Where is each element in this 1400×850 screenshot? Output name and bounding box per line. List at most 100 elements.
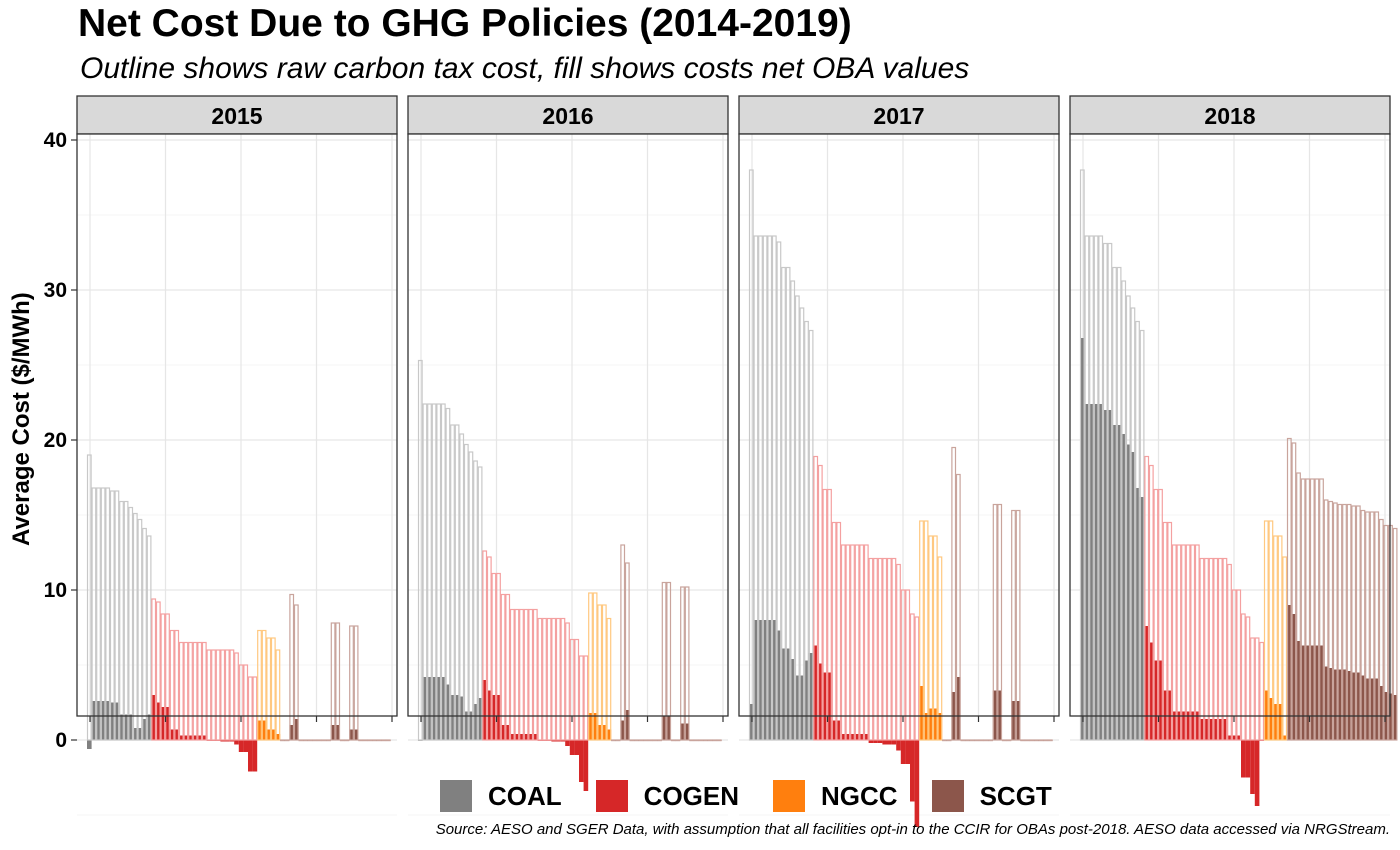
bar-outline-cogen xyxy=(243,664,249,741)
bar-net-cogen xyxy=(864,734,869,740)
bar-net-cogen xyxy=(1245,740,1251,778)
bar-outline-scgt xyxy=(703,739,708,742)
bar-net-scgt xyxy=(1365,678,1370,740)
bar-outline-scgt xyxy=(955,473,961,741)
bar-outline-cogen xyxy=(1222,557,1228,741)
bar-outline-scgt xyxy=(362,739,368,742)
bar-outline-coal xyxy=(109,490,115,741)
bar-net-scgt xyxy=(1328,668,1333,740)
bar-outline-cogen xyxy=(496,572,501,741)
bar-outline-ngcc xyxy=(1277,535,1283,741)
bar-outline-cogen xyxy=(519,608,524,741)
bar-outline-cogen xyxy=(891,557,897,741)
bar-net-cogen xyxy=(1195,711,1200,740)
bar-net-cogen xyxy=(174,729,179,740)
bar-outline-cogen xyxy=(192,641,198,741)
bar-outline-scgt xyxy=(1291,442,1297,741)
bar-outline-coal xyxy=(468,451,474,741)
bar-outline-coal xyxy=(146,535,152,741)
bar-outline-scgt xyxy=(298,739,304,742)
bar-outline-cogen xyxy=(500,593,506,741)
bar-net-scgt xyxy=(1360,675,1366,740)
bar-outline-cogen xyxy=(1259,641,1265,741)
bar-outline-ngcc xyxy=(937,556,943,741)
bar-net-cogen xyxy=(887,740,892,745)
bar-net-cogen xyxy=(1199,719,1205,740)
bar-net-coal xyxy=(123,714,129,740)
bar-net-coal xyxy=(1098,404,1103,740)
bar-outline-scgt xyxy=(680,586,685,741)
bar-net-coal xyxy=(772,620,777,740)
bar-outline-coal xyxy=(767,235,773,741)
bar-outline-cogen xyxy=(868,557,874,741)
bar-net-cogen xyxy=(836,720,841,740)
facet-strip xyxy=(738,95,1060,135)
bar-outline-scgt xyxy=(652,739,658,742)
bar-outline-scgt xyxy=(661,581,667,741)
bar-net-ngcc xyxy=(1264,690,1269,740)
bar-outline-cogen xyxy=(565,622,570,741)
bar-outline-scgt xyxy=(675,739,681,742)
bar-net-scgt xyxy=(1374,678,1379,740)
bar-outline-scgt xyxy=(303,739,308,742)
bar-outline-coal xyxy=(142,527,147,741)
bar-outline-coal xyxy=(1139,329,1145,741)
bar-outline-ngcc xyxy=(932,535,938,741)
bar-net-scgt xyxy=(620,720,625,740)
bar-net-ngcc xyxy=(271,729,276,740)
bar-outline-cogen xyxy=(491,572,497,741)
bar-net-cogen xyxy=(197,735,202,740)
bar-net-coal xyxy=(91,701,97,740)
bar-outline-scgt xyxy=(381,739,387,742)
bar-outline-cogen xyxy=(817,464,823,741)
bar-net-scgt xyxy=(1351,672,1356,740)
bar-outline-scgt xyxy=(707,739,713,742)
bar-net-cogen xyxy=(179,735,184,740)
bar-outline-cogen xyxy=(914,616,920,741)
bar-net-cogen xyxy=(1162,690,1168,740)
bar-outline-scgt xyxy=(983,739,989,742)
bar-outline-coal xyxy=(123,500,129,741)
bar-net-coal xyxy=(142,719,147,740)
bar-net-coal xyxy=(1103,410,1108,740)
bar-outline-coal xyxy=(454,424,460,741)
bar-outline-cogen xyxy=(1217,557,1223,741)
bar-net-cogen xyxy=(1190,711,1195,740)
bar-outline-cogen xyxy=(546,617,552,741)
bar-net-ngcc xyxy=(1277,704,1283,740)
facet-label: 2018 xyxy=(1204,103,1255,129)
bar-outline-scgt xyxy=(372,739,377,742)
bar-outline-cogen xyxy=(831,521,837,741)
bar-outline-coal xyxy=(96,487,101,741)
bar-outline-cogen xyxy=(1250,637,1255,741)
bar-outline-cogen xyxy=(482,550,488,741)
bar-outline-cogen xyxy=(1240,613,1246,741)
bar-outline-cogen xyxy=(1204,557,1209,741)
bar-net-coal xyxy=(781,648,786,740)
bar-outline-coal xyxy=(762,235,768,741)
bar-outline-cogen xyxy=(578,655,584,741)
bar-net-cogen xyxy=(551,740,556,742)
bar-outline-cogen xyxy=(1199,557,1205,741)
bar-net-cogen xyxy=(579,740,584,782)
bar-net-scgt xyxy=(1337,669,1343,740)
bar-outline-coal xyxy=(794,295,800,741)
bar-net-cogen xyxy=(1204,719,1209,740)
bar-net-cogen xyxy=(192,735,198,740)
bar-outline-scgt xyxy=(1300,478,1306,741)
bar-outline-coal xyxy=(1130,307,1136,741)
bar-net-cogen xyxy=(165,707,170,740)
bar-net-scgt xyxy=(1342,669,1347,740)
bar-outline-cogen xyxy=(873,557,878,741)
bar-net-cogen xyxy=(822,672,828,740)
bar-outline-cogen xyxy=(886,557,892,741)
bar-net-cogen xyxy=(896,740,901,751)
bar-outline-scgt xyxy=(1034,739,1039,742)
panel-border xyxy=(738,133,1060,717)
bar-outline-scgt xyxy=(951,446,957,741)
chart-subtitle: Outline shows raw carbon tax cost, fill … xyxy=(80,52,970,85)
bar-outline-cogen xyxy=(574,638,580,741)
bar-net-coal xyxy=(1126,444,1131,740)
bar-net-cogen xyxy=(234,740,239,745)
bar-outline-cogen xyxy=(1162,521,1168,741)
